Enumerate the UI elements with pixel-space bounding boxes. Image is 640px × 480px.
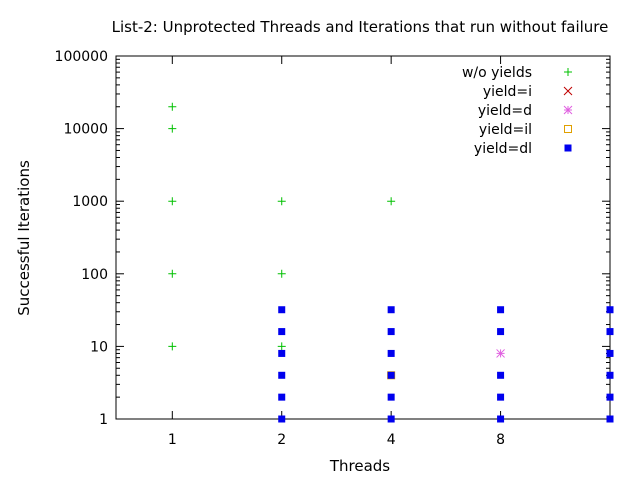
point-yield-dl <box>387 393 395 401</box>
legend-marker <box>563 86 573 96</box>
chart-title: List-2: Unprotected Threads and Iteratio… <box>112 18 609 36</box>
point-yield-dl <box>497 328 505 336</box>
point-yield-dl <box>278 371 286 379</box>
legend-marker <box>564 144 572 152</box>
legend-marker <box>563 105 573 115</box>
point-w-o-yields <box>277 342 286 351</box>
x-tick-label: 4 <box>387 432 396 448</box>
y-axis-label: Successful Iterations <box>15 160 33 316</box>
point-w-o-yields <box>168 269 177 278</box>
point-w-o-yields <box>387 197 396 206</box>
point-w-o-yields <box>277 197 286 206</box>
x-axis: 1 2 4 8 <box>168 56 505 448</box>
legend-label: yield=d <box>478 103 532 119</box>
point-yield-dl <box>497 371 505 379</box>
y-tick-label: 1000 <box>72 194 108 210</box>
point-yield-dl <box>606 349 614 357</box>
legend: w/o yields yield=i yield=d yield=il yield=dl <box>462 65 573 157</box>
point-w-o-yields <box>168 342 177 351</box>
legend-label: yield=il <box>479 122 532 138</box>
point-yield-dl <box>387 328 395 336</box>
point-yield-dl <box>606 393 614 401</box>
y-tick-label: 100 <box>81 267 108 283</box>
point-yield-dl <box>278 306 286 314</box>
point-yield-dl <box>387 306 395 314</box>
y-tick-label: 10000 <box>63 122 108 138</box>
legend-marker <box>564 68 572 76</box>
point-yield-dl <box>387 371 395 379</box>
legend-marker <box>564 125 572 133</box>
x-tick-label: 8 <box>496 432 505 448</box>
point-yield-d <box>496 349 505 358</box>
legend-label: yield=i <box>483 84 532 100</box>
point-yield-dl <box>387 349 395 357</box>
point-w-o-yields <box>168 102 177 111</box>
plot-frame <box>115 55 611 420</box>
point-w-o-yields <box>168 124 177 133</box>
point-yield-dl <box>606 371 614 379</box>
x-axis-label: Threads <box>329 457 390 475</box>
point-yield-dl <box>606 306 614 314</box>
data-points <box>168 102 614 423</box>
legend-label: w/o yields <box>462 65 532 81</box>
point-yield-dl <box>278 415 286 423</box>
point-yield-dl <box>278 349 286 357</box>
y-tick-label: 1 <box>99 412 108 428</box>
x-tick-label: 1 <box>168 432 177 448</box>
point-w-o-yields <box>168 197 177 206</box>
x-tick-label: 2 <box>277 432 286 448</box>
point-yield-dl <box>497 306 505 314</box>
y-tick-label: 10 <box>90 339 108 355</box>
point-yield-dl <box>278 393 286 401</box>
y-axis: 1 10 100 1000 10000 100000 <box>55 49 610 428</box>
point-yield-dl <box>278 328 286 336</box>
point-w-o-yields <box>277 269 286 278</box>
point-yield-dl <box>497 393 505 401</box>
legend-label: yield=dl <box>474 141 532 157</box>
point-yield-dl <box>497 415 505 423</box>
point-yield-dl <box>387 415 395 423</box>
point-yield-dl <box>606 415 614 423</box>
point-yield-dl <box>606 328 614 336</box>
y-tick-label: 100000 <box>55 49 108 65</box>
